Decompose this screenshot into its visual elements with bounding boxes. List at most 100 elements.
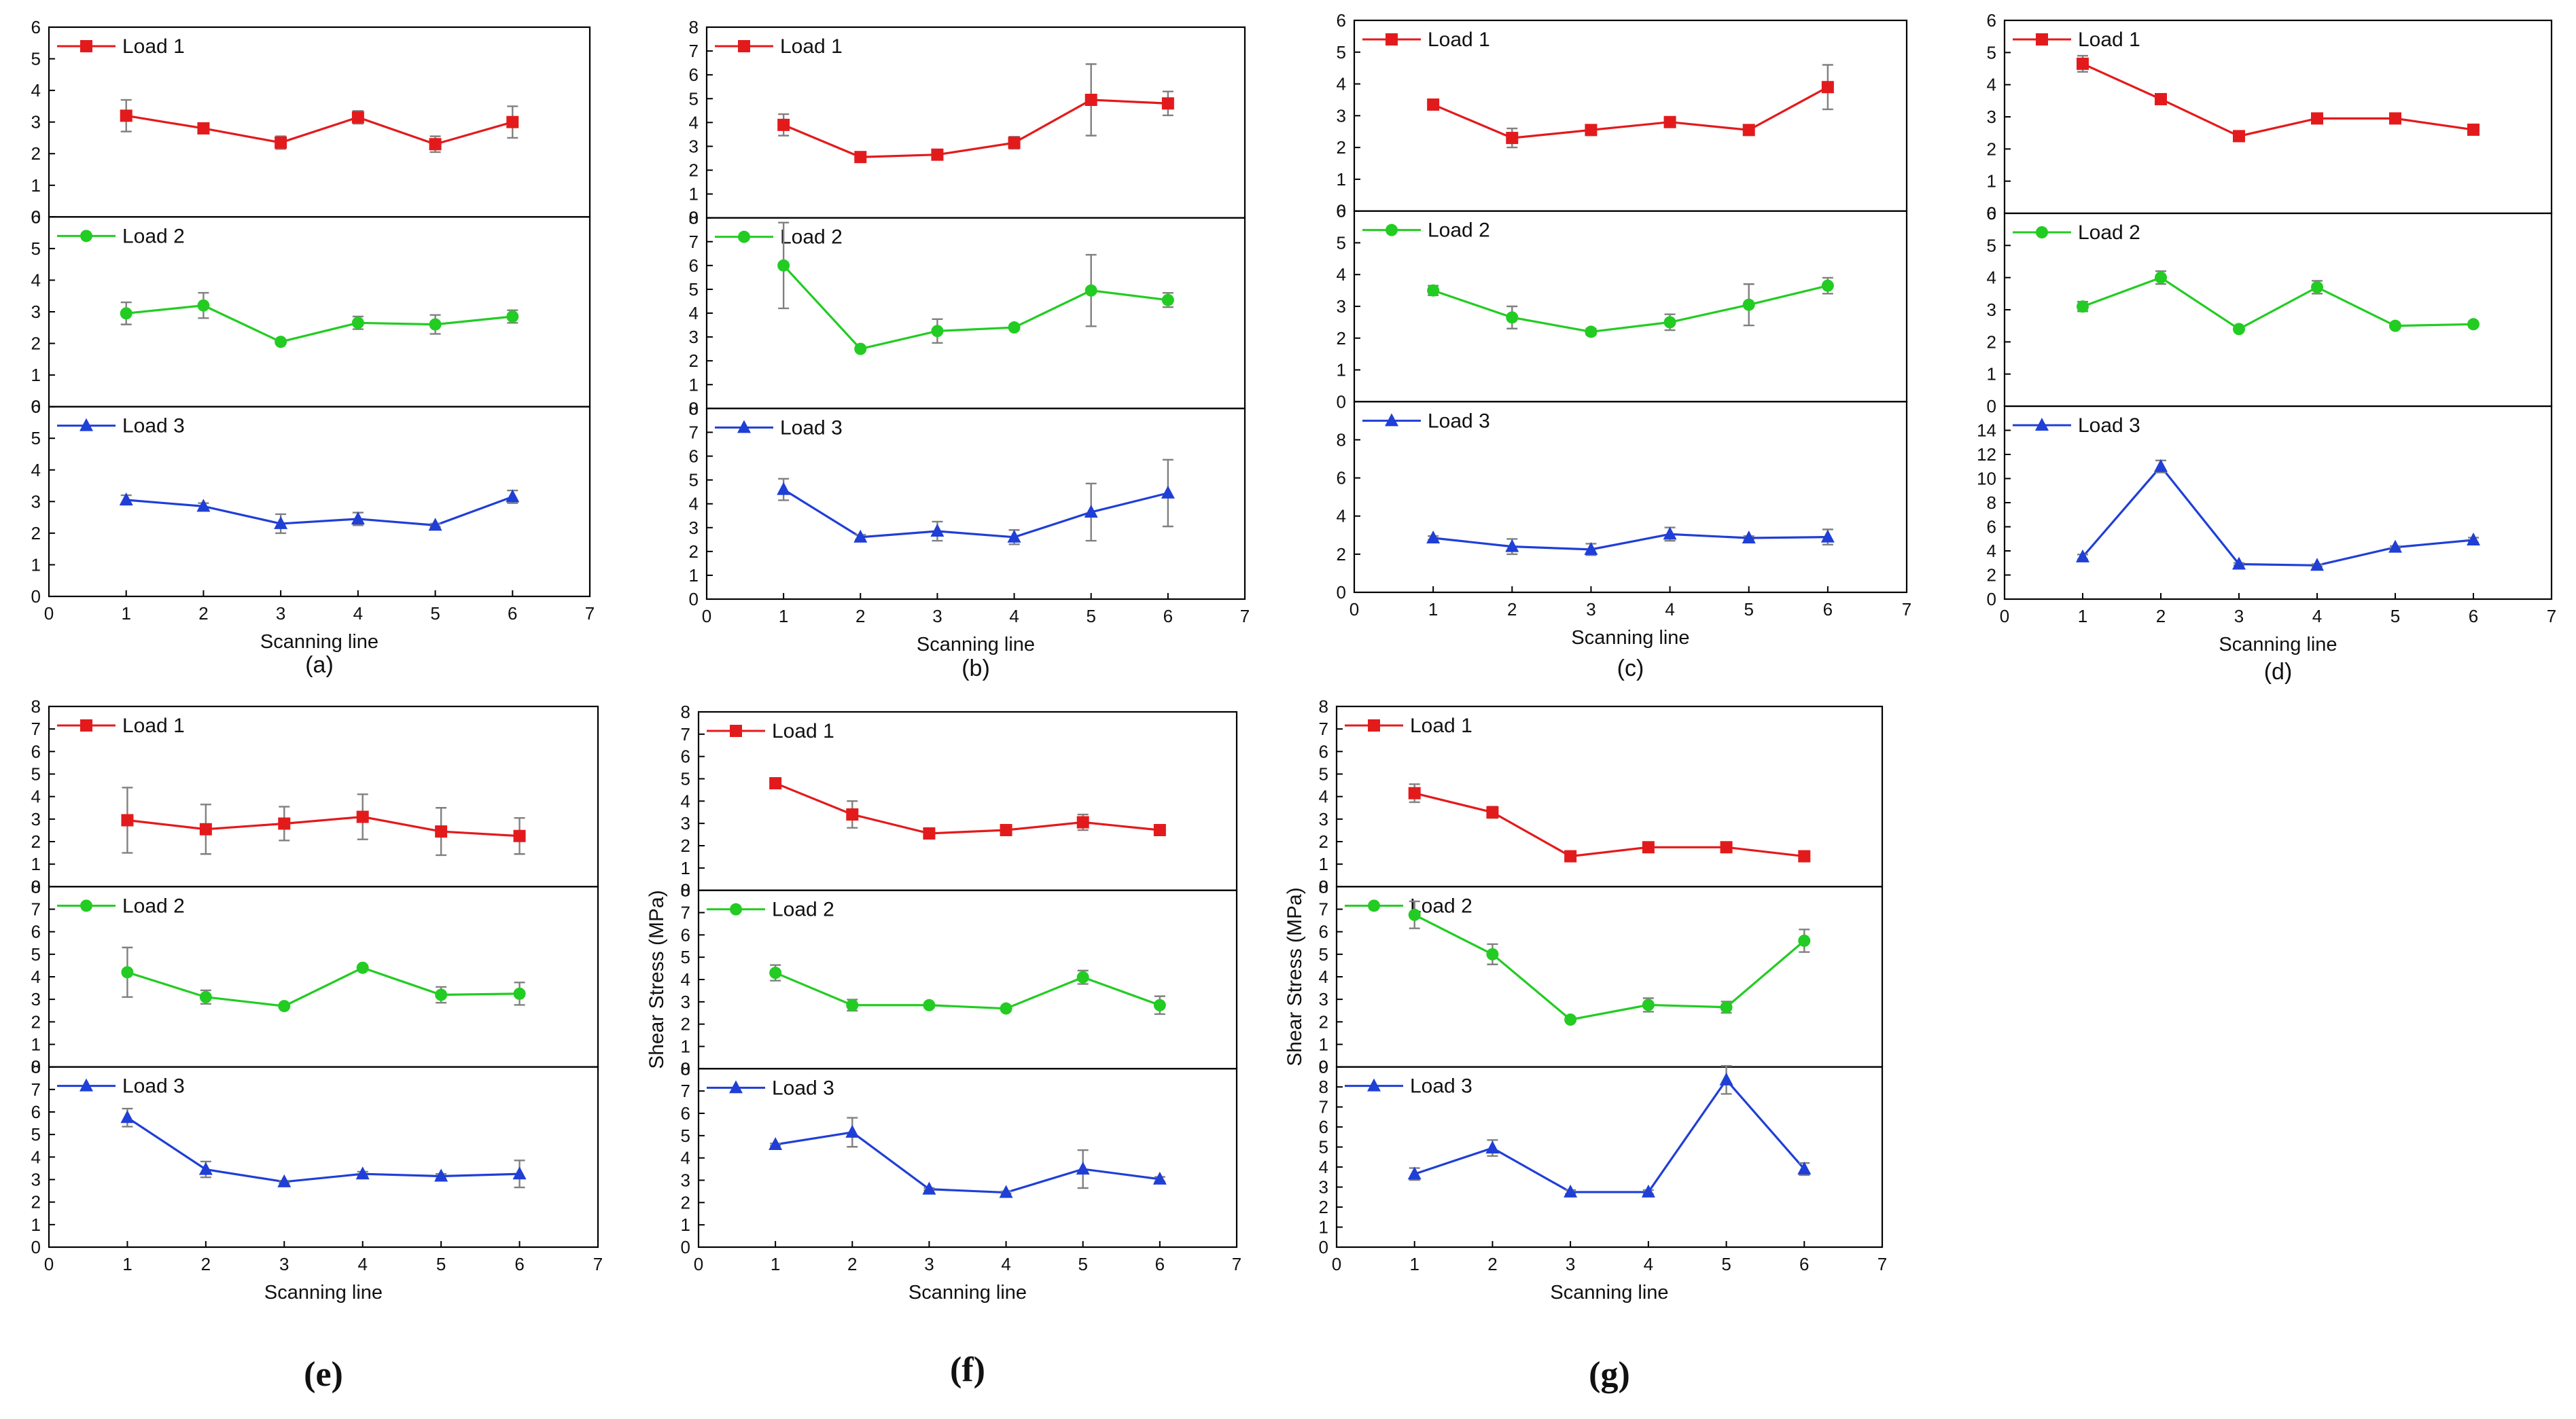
y-tick-label: 3 [31,302,41,322]
y-tick-label: 6 [681,924,690,945]
y-tick-label: 2 [681,1014,690,1035]
legend-label: Load 3 [1410,1075,1472,1098]
y-tick-label: 8 [31,876,41,897]
data-point [1506,132,1519,145]
y-tick-label: 3 [689,136,699,156]
y-tick-label: 4 [1337,506,1346,526]
y-tick-label: 1 [1337,360,1346,380]
data-point [1076,1162,1090,1175]
data-point [1486,948,1499,960]
y-tick-label: 9 [1319,1057,1328,1077]
y-tick-label: 1 [1319,854,1328,874]
y-tick-label: 4 [681,791,690,811]
data-point [1153,824,1166,837]
series-line [1432,285,1829,334]
data-point [2077,57,2089,70]
data-point [274,516,288,529]
y-tick-label: 6 [681,1103,690,1124]
x-tick-label: 7 [1877,1254,1887,1274]
y-tick-label: 14 [1977,420,1996,441]
data-point [2233,130,2245,143]
data-point [355,1166,370,1180]
data-point [2077,300,2089,313]
legend-marker [80,418,93,431]
legend-label: Load 2 [122,895,185,917]
x-tick-label: 3 [932,606,942,626]
legend-label: Load 2 [2078,221,2140,244]
y-tick-label: 4 [31,787,41,807]
x-tick-label: 0 [44,603,54,624]
chart-caption: (f) [950,1350,985,1389]
panel-frame [1335,1066,1884,1249]
y-tick-label: 8 [31,1057,41,1077]
legend-label: Load 1 [2078,29,2140,51]
legend-label: Load 3 [1428,410,1490,432]
y-tick-label: 0 [1319,876,1328,897]
y-tick-label: 2 [681,836,690,856]
y-tick-label: 6 [1337,468,1346,488]
y-tick-label: 2 [31,1011,41,1032]
series-line [127,815,520,838]
y-tick-label: 4 [681,1148,690,1168]
panel-load-1: 0 1 2 3 4 5 6 Load 1 [1337,10,1908,221]
y-tick-label: 1 [689,184,699,204]
y-tick-label: 3 [681,813,690,833]
data-point [435,988,448,1001]
panel-load-1: 0 1 2 3 4 5 6 7 8 Load 1 [689,17,1246,228]
x-tick-label: 7 [585,603,595,624]
y-tick-label: 6 [1319,1117,1328,1137]
data-point [2467,533,2480,546]
data-point [1585,124,1598,137]
x-tick-label: 7 [1240,606,1250,626]
data-point [1798,934,1811,947]
data-point [1084,504,1098,518]
y-tick-label: 7 [1319,899,1328,920]
y-tick-label: 2 [31,831,41,852]
x-tick-label: 1 [2078,606,2087,626]
data-point [199,823,212,836]
data-point [1161,97,1174,110]
x-tick-label: 6 [1823,599,1833,619]
y-tick-label: 2 [689,351,699,371]
y-tick-label: 7 [681,1081,690,1101]
y-tick-label: 0 [681,880,690,901]
y-tick-label: 2 [31,523,41,543]
x-tick-label: 5 [1744,599,1753,619]
data-point [923,999,936,1011]
data-point [2467,318,2480,331]
legend-marker [80,899,92,912]
x-tick-label: 2 [2156,606,2166,626]
series-line [1432,86,1829,139]
legend-marker [729,1080,743,1094]
y-tick-label: 8 [1987,492,1996,513]
y-tick-label: 2 [689,160,699,181]
x-tick-label: 0 [1349,599,1359,619]
data-point [119,492,133,506]
data-point [1564,1184,1578,1198]
y-tick-label: 1 [681,1037,690,1057]
panel-load-1: 0 1 2 3 4 5 6 Load 1 [1987,10,2553,223]
data-point [120,109,133,122]
data-point [356,810,369,823]
y-tick-label: 4 [1319,1157,1328,1177]
series-line [126,1116,520,1183]
y-tick-label: 1 [1987,364,1996,384]
data-point [999,1185,1013,1198]
chart-caption: (e) [304,1355,343,1394]
series-line [783,488,1169,539]
x-tick-label: 6 [1163,606,1173,626]
y-tick-label: 4 [31,1147,41,1167]
chart-caption: (b) [961,655,990,681]
y-tick-label: 8 [681,702,690,722]
y-tick-label: 5 [1319,1137,1328,1157]
y-tick-label: 8 [1319,696,1328,717]
y-tick-label: 0 [689,208,699,228]
y-tick-label: 8 [689,398,699,418]
y-tick-label: 3 [1337,105,1346,126]
data-point [2155,92,2167,105]
data-point [120,307,133,320]
x-tick-label: 5 [1078,1254,1087,1274]
